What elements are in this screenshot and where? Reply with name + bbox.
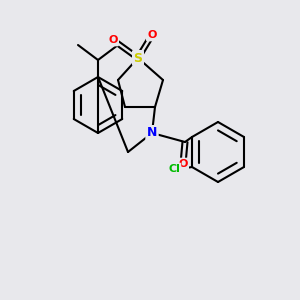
Text: O: O bbox=[108, 35, 118, 45]
Text: O: O bbox=[147, 30, 157, 40]
Text: Cl: Cl bbox=[168, 164, 180, 174]
Text: N: N bbox=[147, 127, 157, 140]
Text: S: S bbox=[134, 52, 142, 64]
Text: O: O bbox=[178, 159, 188, 169]
